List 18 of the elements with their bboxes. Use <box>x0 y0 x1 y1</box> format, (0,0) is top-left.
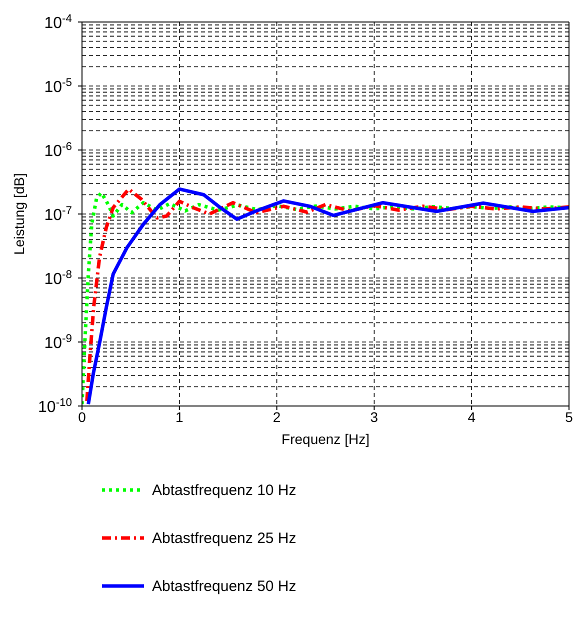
x-tick-label: 4 <box>468 408 476 425</box>
y-tick-label: 10$^{-4}$ <box>44 13 72 32</box>
y-axis-title: Leistung [dB] <box>11 173 27 255</box>
legend-label: Abtastfrequenz 25 Hz <box>152 530 296 546</box>
y-tick-label: 10$^{-9}$ <box>44 333 72 352</box>
x-tick-label: 5 <box>565 408 574 425</box>
y-tick-label: 10$^{-5}$ <box>44 77 72 96</box>
legend-label: Abtastfrequenz 10 Hz <box>152 482 296 498</box>
x-tick-label: 0 <box>78 408 86 425</box>
y-tick-label: 10$^{-8}$ <box>44 269 72 288</box>
x-axis-title: Frequenz [Hz] <box>282 431 370 447</box>
x-tick-label: 2 <box>272 408 281 425</box>
y-tick-label: 10$^{-7}$ <box>44 205 72 224</box>
y-tick-label: 10$^{-10}$ <box>38 397 72 416</box>
legend-label: Abtastfrequenz 50 Hz <box>152 578 296 594</box>
x-tick-label: 3 <box>370 408 378 425</box>
x-tick-label: 1 <box>176 408 184 425</box>
y-tick-label: 10$^{-6}$ <box>44 141 72 160</box>
